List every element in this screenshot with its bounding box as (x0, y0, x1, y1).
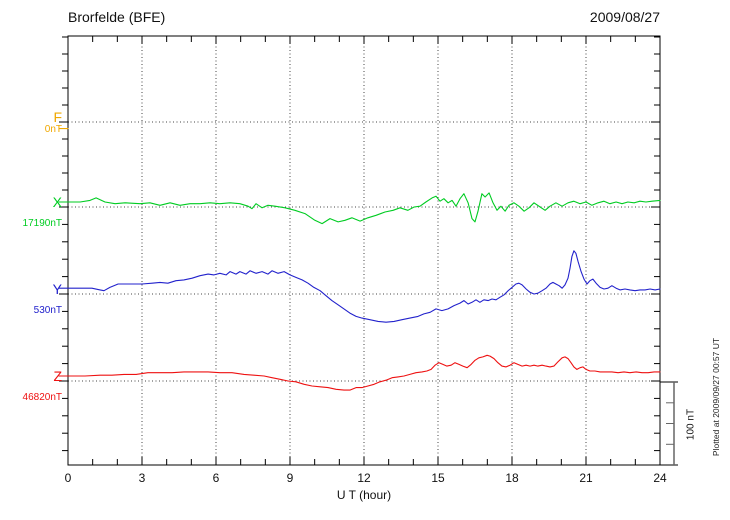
x-tick-label: 9 (286, 471, 294, 485)
component-label-z: Z (53, 368, 62, 384)
x-axis-tick-labels: 0 3 6 9 12 15 18 21 24 (0, 471, 730, 485)
x-tick-label: 18 (505, 471, 519, 485)
x-tick-label: 3 (138, 471, 146, 485)
component-baseline-f: 0nT (44, 124, 62, 135)
x-tick-label: 15 (431, 471, 445, 485)
plotted-at-note: Plotted at 2009/09/27 00:57 UT (711, 337, 721, 457)
component-label-f: F (53, 109, 62, 125)
x-tick-label: 0 (64, 471, 72, 485)
scale-bar-label: 100 nT (685, 408, 697, 441)
station-title: Brorfelde (BFE) (68, 9, 166, 25)
x-tick-label: 6 (212, 471, 220, 485)
x-tick-label: 24 (653, 471, 667, 485)
x-axis-title: U T (hour) (336, 488, 392, 502)
component-baseline-z: 46820nT (22, 392, 62, 403)
component-label-y: Y (52, 281, 62, 297)
x-tick-label: 21 (579, 471, 593, 485)
plot-date: 2009/08/27 (589, 9, 660, 25)
component-baseline-x: 17190nT (22, 218, 62, 229)
x-tick-label: 12 (357, 471, 371, 485)
component-label-x: X (52, 194, 62, 210)
component-baseline-y: 530nT (33, 305, 62, 316)
